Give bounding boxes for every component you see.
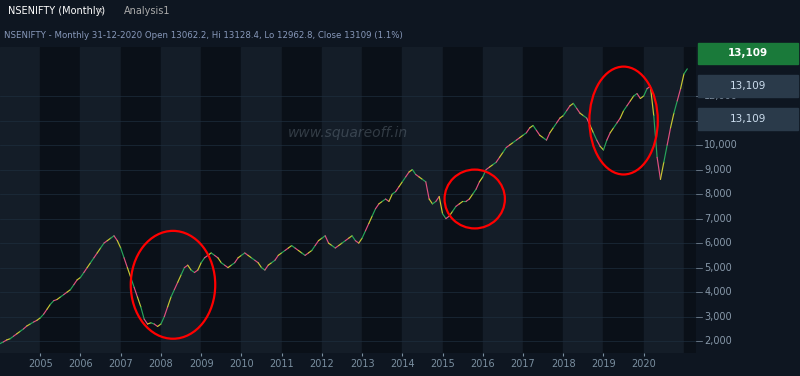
Bar [161, 47, 201, 353]
Bar [442, 47, 482, 353]
Text: ×: × [96, 6, 104, 16]
Text: 13,109: 13,109 [730, 114, 766, 124]
Bar [362, 47, 402, 353]
Bar [402, 47, 442, 353]
Text: www.squareoff.in: www.squareoff.in [288, 126, 408, 140]
Bar [81, 47, 121, 353]
Bar [121, 47, 161, 353]
Text: NSENIFTY - Monthly 31-12-2020 Open 13062.2, Hi 13128.4, Lo 12962.8, Close 13109 : NSENIFTY - Monthly 31-12-2020 Open 13062… [3, 31, 402, 40]
FancyBboxPatch shape [698, 108, 798, 130]
Text: 4,000: 4,000 [704, 287, 732, 297]
Text: 11,000: 11,000 [704, 115, 738, 126]
Bar [603, 47, 644, 353]
Text: 12,000: 12,000 [704, 91, 738, 101]
Text: 7,000: 7,000 [704, 214, 732, 224]
Text: 13,109: 13,109 [730, 81, 766, 91]
Bar [644, 47, 684, 353]
Text: NSENIFTY (Monthly): NSENIFTY (Monthly) [8, 6, 105, 16]
Bar [40, 47, 81, 353]
Bar [563, 47, 603, 353]
Text: 9,000: 9,000 [704, 165, 732, 174]
Bar [0, 47, 40, 353]
Text: 8,000: 8,000 [704, 189, 732, 199]
Text: 5,000: 5,000 [704, 263, 732, 273]
Bar [684, 47, 724, 353]
Text: 13,109: 13,109 [728, 48, 768, 58]
Bar [282, 47, 322, 353]
Text: 6,000: 6,000 [704, 238, 732, 248]
FancyBboxPatch shape [698, 76, 798, 97]
Text: 2,000: 2,000 [704, 336, 732, 346]
Text: Analysis1: Analysis1 [124, 6, 170, 16]
Text: 10,000: 10,000 [704, 140, 738, 150]
Bar [482, 47, 523, 353]
Bar [242, 47, 282, 353]
Bar [523, 47, 563, 353]
FancyBboxPatch shape [698, 42, 798, 64]
Bar [201, 47, 242, 353]
Text: 3,000: 3,000 [704, 312, 732, 321]
Bar [322, 47, 362, 353]
